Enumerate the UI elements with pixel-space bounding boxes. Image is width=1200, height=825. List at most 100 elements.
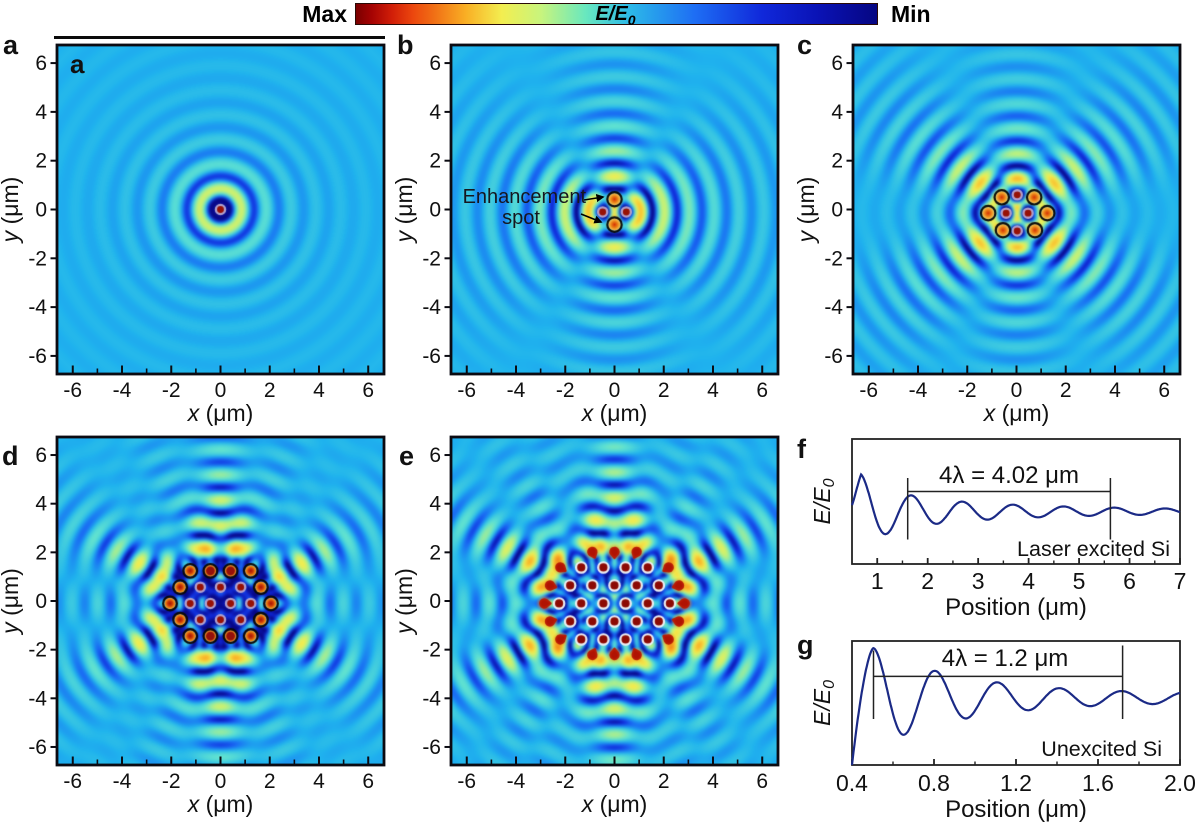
svg-text:Position (μm): Position (μm) <box>945 594 1087 621</box>
svg-text:2: 2 <box>921 568 934 594</box>
svg-text:5: 5 <box>1073 568 1086 594</box>
svg-text:x (μm): x (μm) <box>983 400 1050 426</box>
svg-text:4: 4 <box>707 770 719 793</box>
svg-text:-2: -2 <box>556 770 575 793</box>
svg-text:2: 2 <box>35 150 47 173</box>
svg-text:4: 4 <box>707 379 719 402</box>
svg-text:0: 0 <box>609 379 621 402</box>
svg-text:4: 4 <box>35 493 47 516</box>
svg-text:2: 2 <box>429 150 441 173</box>
svg-text:0: 0 <box>215 379 227 402</box>
svg-text:4: 4 <box>1109 379 1121 402</box>
svg-text:-6: -6 <box>63 770 82 793</box>
svg-text:4λ = 4.02 μm: 4λ = 4.02 μm <box>939 462 1079 489</box>
svg-text:-2: -2 <box>28 247 47 270</box>
svg-text:Laser excited Si: Laser excited Si <box>1017 537 1170 561</box>
svg-text:0: 0 <box>609 770 621 793</box>
svg-text:-6: -6 <box>457 379 476 402</box>
svg-text:Enhancement: Enhancement <box>463 186 587 208</box>
svg-text:-4: -4 <box>909 379 928 402</box>
svg-text:y (μm): y (μm) <box>391 568 417 636</box>
svg-text:x (μm): x (μm) <box>187 400 254 426</box>
svg-text:-6: -6 <box>63 379 82 402</box>
svg-text:-4: -4 <box>507 770 526 793</box>
svg-text:spot: spot <box>502 207 540 229</box>
svg-text:-4: -4 <box>113 379 132 402</box>
svg-text:0: 0 <box>831 199 843 222</box>
svg-text:Unexcited Si: Unexcited Si <box>1041 737 1162 761</box>
svg-text:6: 6 <box>429 52 441 75</box>
svg-text:4: 4 <box>35 101 47 124</box>
svg-text:4: 4 <box>831 101 843 124</box>
svg-text:4: 4 <box>429 493 441 516</box>
svg-text:-6: -6 <box>457 770 476 793</box>
svg-text:1.6: 1.6 <box>1082 770 1114 796</box>
svg-text:4: 4 <box>1022 568 1035 594</box>
svg-text:-2: -2 <box>28 639 47 662</box>
svg-text:y (μm): y (μm) <box>391 177 417 245</box>
svg-text:-6: -6 <box>28 736 47 759</box>
svg-text:2: 2 <box>35 541 47 564</box>
svg-text:2: 2 <box>831 150 843 173</box>
svg-text:0.8: 0.8 <box>918 770 950 796</box>
svg-text:6: 6 <box>362 770 374 793</box>
svg-text:0: 0 <box>35 199 47 222</box>
svg-text:-2: -2 <box>556 379 575 402</box>
svg-text:-4: -4 <box>507 379 526 402</box>
svg-text:-6: -6 <box>859 379 878 402</box>
svg-text:6: 6 <box>1158 379 1170 402</box>
svg-text:2: 2 <box>264 379 276 402</box>
svg-text:-6: -6 <box>28 345 47 368</box>
svg-text:E/E0: E/E0 <box>809 680 838 726</box>
svg-text:1: 1 <box>871 568 884 594</box>
svg-text:-6: -6 <box>422 736 441 759</box>
svg-text:6: 6 <box>35 52 47 75</box>
svg-text:x (μm): x (μm) <box>581 400 648 426</box>
svg-text:2: 2 <box>658 379 670 402</box>
svg-text:E/E0: E/E0 <box>809 478 838 524</box>
svg-text:0: 0 <box>35 590 47 613</box>
svg-text:x (μm): x (μm) <box>581 791 648 817</box>
svg-text:x (μm): x (μm) <box>187 791 254 817</box>
svg-text:0: 0 <box>429 590 441 613</box>
svg-text:0: 0 <box>215 770 227 793</box>
svg-text:-4: -4 <box>422 296 441 319</box>
svg-text:-2: -2 <box>824 247 843 270</box>
svg-text:-4: -4 <box>113 770 132 793</box>
svg-text:y (μm): y (μm) <box>793 177 819 245</box>
svg-text:2: 2 <box>1060 379 1072 402</box>
svg-text:2: 2 <box>429 541 441 564</box>
svg-text:-4: -4 <box>28 296 47 319</box>
svg-text:-4: -4 <box>824 296 843 319</box>
svg-text:-2: -2 <box>422 639 441 662</box>
svg-text:y (μm): y (μm) <box>0 568 23 636</box>
svg-text:6: 6 <box>429 444 441 467</box>
svg-text:-2: -2 <box>422 247 441 270</box>
svg-text:4: 4 <box>313 379 325 402</box>
svg-text:6: 6 <box>756 379 768 402</box>
svg-text:3: 3 <box>972 568 985 594</box>
svg-text:4: 4 <box>313 770 325 793</box>
svg-text:6: 6 <box>362 379 374 402</box>
svg-text:-6: -6 <box>824 345 843 368</box>
svg-text:1.2: 1.2 <box>1000 770 1032 796</box>
svg-text:2: 2 <box>264 770 276 793</box>
svg-text:6: 6 <box>35 444 47 467</box>
svg-text:y (μm): y (μm) <box>0 177 23 245</box>
svg-text:0: 0 <box>1011 379 1023 402</box>
svg-text:0.4: 0.4 <box>836 770 868 796</box>
svg-text:7: 7 <box>1174 568 1187 594</box>
svg-text:0: 0 <box>429 199 441 222</box>
svg-text:-4: -4 <box>422 687 441 710</box>
svg-text:-2: -2 <box>958 379 977 402</box>
svg-text:-2: -2 <box>162 770 181 793</box>
svg-text:4: 4 <box>429 101 441 124</box>
svg-text:6: 6 <box>831 52 843 75</box>
svg-text:2: 2 <box>658 770 670 793</box>
svg-text:2.0: 2.0 <box>1164 770 1196 796</box>
svg-text:6: 6 <box>756 770 768 793</box>
svg-text:Position (μm): Position (μm) <box>945 796 1087 823</box>
svg-text:6: 6 <box>1123 568 1136 594</box>
svg-text:4λ = 1.2 μm: 4λ = 1.2 μm <box>942 645 1069 672</box>
svg-text:-6: -6 <box>422 345 441 368</box>
